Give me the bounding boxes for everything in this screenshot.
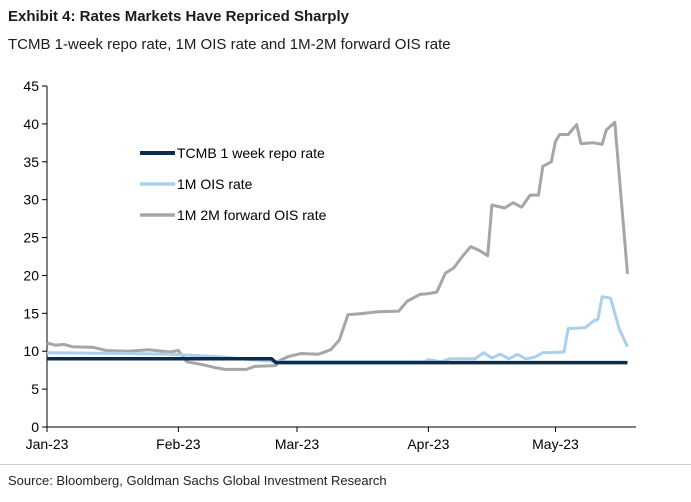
y-tick-label: 10 (23, 343, 39, 359)
chart-subtitle: TCMB 1-week repo rate, 1M OIS rate and 1… (8, 36, 451, 53)
y-tick-label: 25 (23, 230, 39, 246)
y-tick-label: 35 (23, 154, 39, 170)
legend-label: 1M 2M forward OIS rate (177, 207, 327, 223)
series-line-1m-ois (46, 295, 629, 364)
series-line-repo-rate (47, 357, 628, 365)
y-tick-label: 0 (31, 419, 39, 435)
y-tick-label: 15 (23, 305, 39, 321)
x-tick-label: Mar-23 (275, 436, 320, 452)
series-line-1m-2m-forward-ois (46, 120, 629, 371)
legend-label: 1M OIS rate (177, 176, 253, 192)
y-tick-label: 20 (23, 267, 39, 283)
x-tick-label: Feb-23 (156, 436, 201, 452)
chart-title: Exhibit 4: Rates Markets Have Repriced S… (8, 8, 349, 25)
y-tick-label: 45 (23, 78, 39, 94)
x-tick-label: Jan-23 (26, 436, 69, 452)
line-chart: 0 5 10 15 20 25 30 35 40 45 Jan-23 Feb-23 Mar-23 Apr-… (23, 78, 636, 452)
x-tick-label: Apr-23 (407, 436, 449, 452)
y-tick-label: 30 (23, 192, 39, 208)
x-tick-label: May-23 (532, 436, 579, 452)
legend: TCMB 1 week repo rate 1M OIS rate 1M 2M fo… (140, 145, 327, 223)
source-note: Source: Bloomberg, Goldman Sachs Global … (8, 473, 387, 488)
axes: 0 5 10 15 20 25 30 35 40 45 Jan-23 Feb-23 Mar-23 Apr-… (23, 78, 636, 452)
series-lines (46, 120, 629, 371)
y-tick-label: 5 (31, 381, 39, 397)
footer-divider (0, 464, 691, 465)
y-tick-label: 40 (23, 116, 39, 132)
legend-label: TCMB 1 week repo rate (177, 145, 325, 161)
